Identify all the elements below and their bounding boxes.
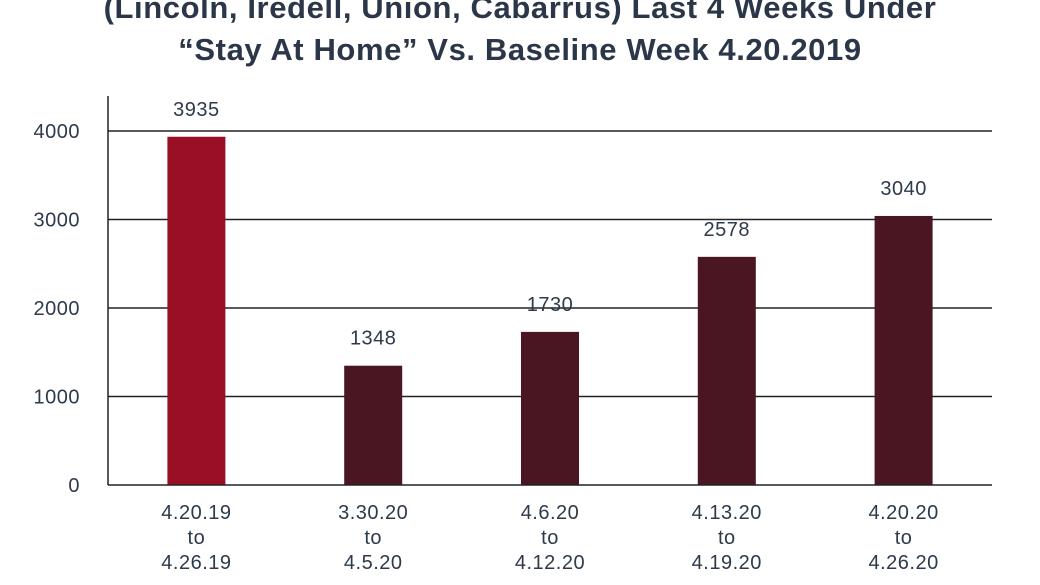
x-tick-label: 4.13.20 — [692, 502, 762, 524]
x-tick-label: 4.26.19 — [161, 552, 231, 574]
data-label: 2578 — [704, 219, 751, 241]
x-tick-label: 4.20.19 — [161, 502, 231, 524]
x-tick-label: 4.12.20 — [515, 552, 585, 574]
data-label: 3040 — [880, 178, 927, 200]
x-tick-label: to — [188, 527, 206, 549]
bar — [344, 365, 403, 485]
x-tick-label: to — [541, 527, 559, 549]
y-tick-label: 3000 — [34, 210, 81, 232]
x-tick-label: 4.6.20 — [521, 502, 580, 524]
chart-title-line-1: (Lincoln, Iredell, Union, Cabarrus) Last… — [103, 0, 937, 25]
axis-layer — [107, 96, 992, 486]
x-tick-label: 3.30.20 — [338, 502, 408, 524]
y-tick-label: 1000 — [34, 387, 81, 409]
chart-title-line-2: “Stay At Home” Vs. Baseline Week 4.20.20… — [178, 32, 862, 67]
y-tick-label: 4000 — [34, 121, 81, 143]
bar — [874, 215, 933, 485]
bar — [697, 256, 756, 485]
x-tick-label: 4.19.20 — [692, 552, 762, 574]
x-tick-label: 4.20.20 — [868, 502, 938, 524]
data-label: 3935 — [173, 99, 220, 121]
y-tick-label: 2000 — [34, 298, 81, 320]
bar — [167, 136, 226, 485]
x-tick-label: to — [718, 527, 736, 549]
x-tick-label: 4.5.20 — [344, 552, 403, 574]
x-tick-label: to — [895, 527, 913, 549]
bar-layer — [167, 136, 933, 485]
data-label: 1348 — [350, 328, 397, 350]
data-label: 1730 — [527, 294, 574, 316]
x-tick-label: to — [364, 527, 382, 549]
label-layer: 0 1000 2000 3000 4000 3935 4.20.19 to 4.26.19 134… — [34, 99, 939, 574]
y-tick-label: 0 — [68, 475, 80, 497]
x-tick-label: 4.26.20 — [868, 552, 938, 574]
bar — [521, 331, 579, 485]
